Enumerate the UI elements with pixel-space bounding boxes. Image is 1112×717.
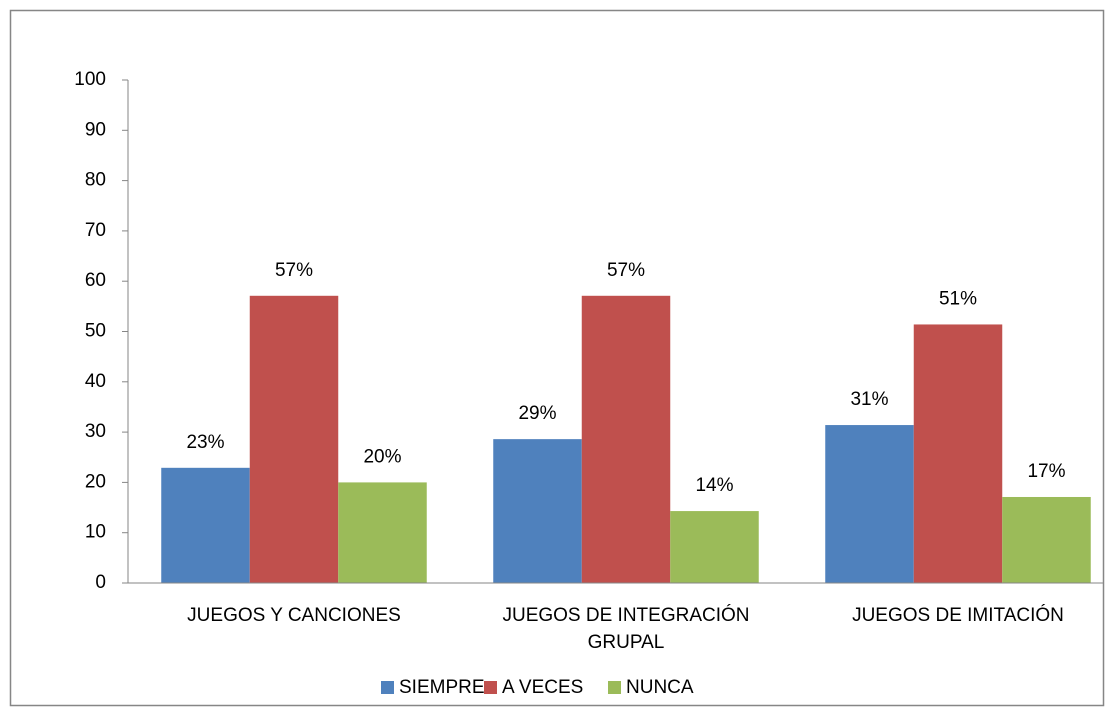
y-tick-label: 10 [85,522,106,543]
x-tick-label: JUEGOS DE INTEGRACIÓN GRUPAL [502,605,750,653]
bar [249,295,339,583]
bar [825,425,914,583]
value-label: 51% [939,288,977,309]
value-label: 20% [363,446,401,467]
bar [338,482,427,583]
value-label: 14% [695,475,733,496]
y-tick-label: 40 [85,371,106,392]
y-tick-label: 70 [85,220,106,241]
bar [670,511,759,583]
value-label: 31% [850,389,888,410]
y-tick-label: 90 [85,119,106,140]
bar [913,324,1003,583]
y-tick-label: 100 [74,69,106,90]
value-label: 29% [518,403,556,424]
legend-swatch [381,681,394,694]
x-tick-label: JUEGOS Y CANCIONES [187,605,401,626]
value-label: 57% [607,260,645,281]
y-tick-label: 0 [95,572,106,593]
y-tick-label: 80 [85,170,106,191]
legend-swatch [608,681,621,694]
y-tick-label: 50 [85,321,106,342]
y-tick-label: 30 [85,421,106,442]
bar [581,295,671,583]
x-tick-label: JUEGOS DE IMITACIÓN [852,605,1064,626]
y-tick-label: 20 [85,471,106,492]
value-label: 17% [1027,461,1065,482]
legend-label: SIEMPRE [399,677,485,698]
legend-label: NUNCA [626,677,694,698]
value-label: 23% [186,432,224,453]
bar [1002,496,1091,583]
bar [161,467,250,583]
legend-label: A VECES [502,677,583,698]
legend-swatch [484,681,497,694]
y-tick-label: 60 [85,270,106,291]
value-label: 57% [275,260,313,281]
bar [493,439,582,583]
